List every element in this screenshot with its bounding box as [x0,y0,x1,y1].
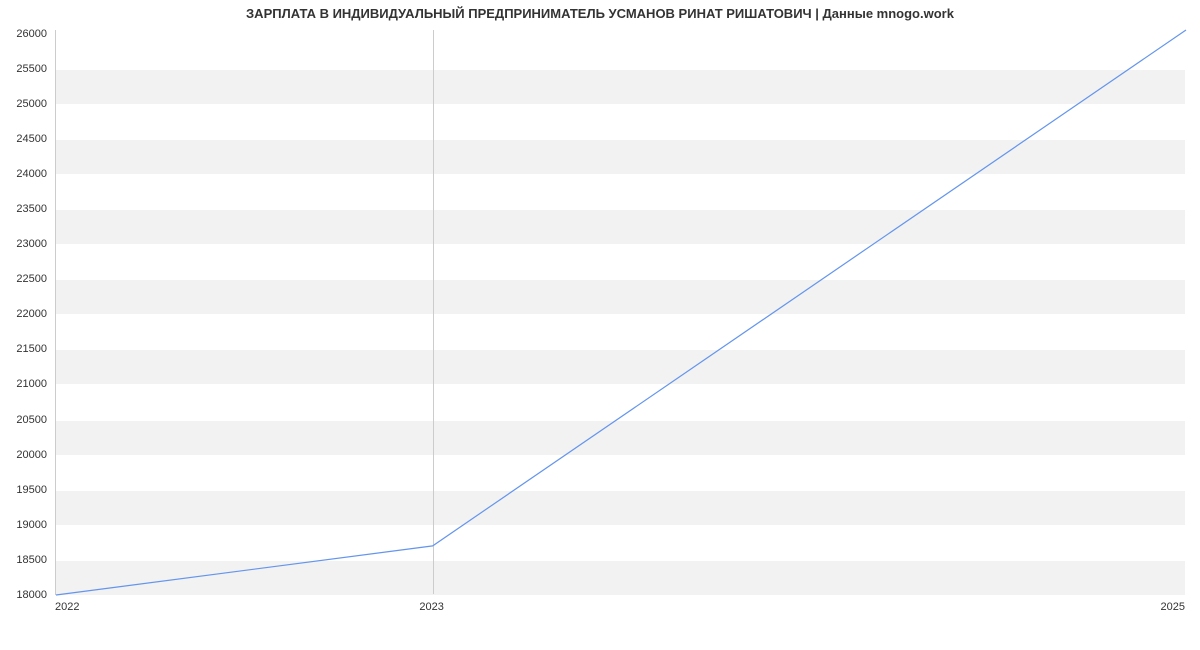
y-tick-label: 25000 [7,98,47,110]
y-tick-label: 18000 [7,589,47,601]
y-tick-label: 20500 [7,414,47,426]
y-tick-label: 22500 [7,273,47,285]
y-tick-label: 19000 [7,519,47,531]
y-tick-label: 21500 [7,343,47,355]
y-tick-label: 20000 [7,449,47,461]
series-line [56,30,1186,595]
y-gridline [56,595,1185,596]
y-tick-label: 26000 [7,28,47,40]
y-tick-label: 23500 [7,203,47,215]
y-tick-label: 19500 [7,484,47,496]
x-tick-label: 2023 [419,601,443,613]
y-tick-label: 23000 [7,238,47,250]
x-tick-label: 2022 [55,601,79,613]
x-tick-label: 2025 [1161,601,1185,613]
y-tick-label: 21000 [7,378,47,390]
plot-area [55,30,1185,595]
chart-title: ЗАРПЛАТА В ИНДИВИДУАЛЬНЫЙ ПРЕДПРИНИМАТЕЛ… [0,6,1200,21]
y-tick-label: 24000 [7,168,47,180]
y-tick-label: 18500 [7,554,47,566]
y-tick-label: 25500 [7,63,47,75]
y-tick-label: 22000 [7,308,47,320]
y-tick-label: 24500 [7,133,47,145]
salary-line-chart: ЗАРПЛАТА В ИНДИВИДУАЛЬНЫЙ ПРЕДПРИНИМАТЕЛ… [0,0,1200,650]
